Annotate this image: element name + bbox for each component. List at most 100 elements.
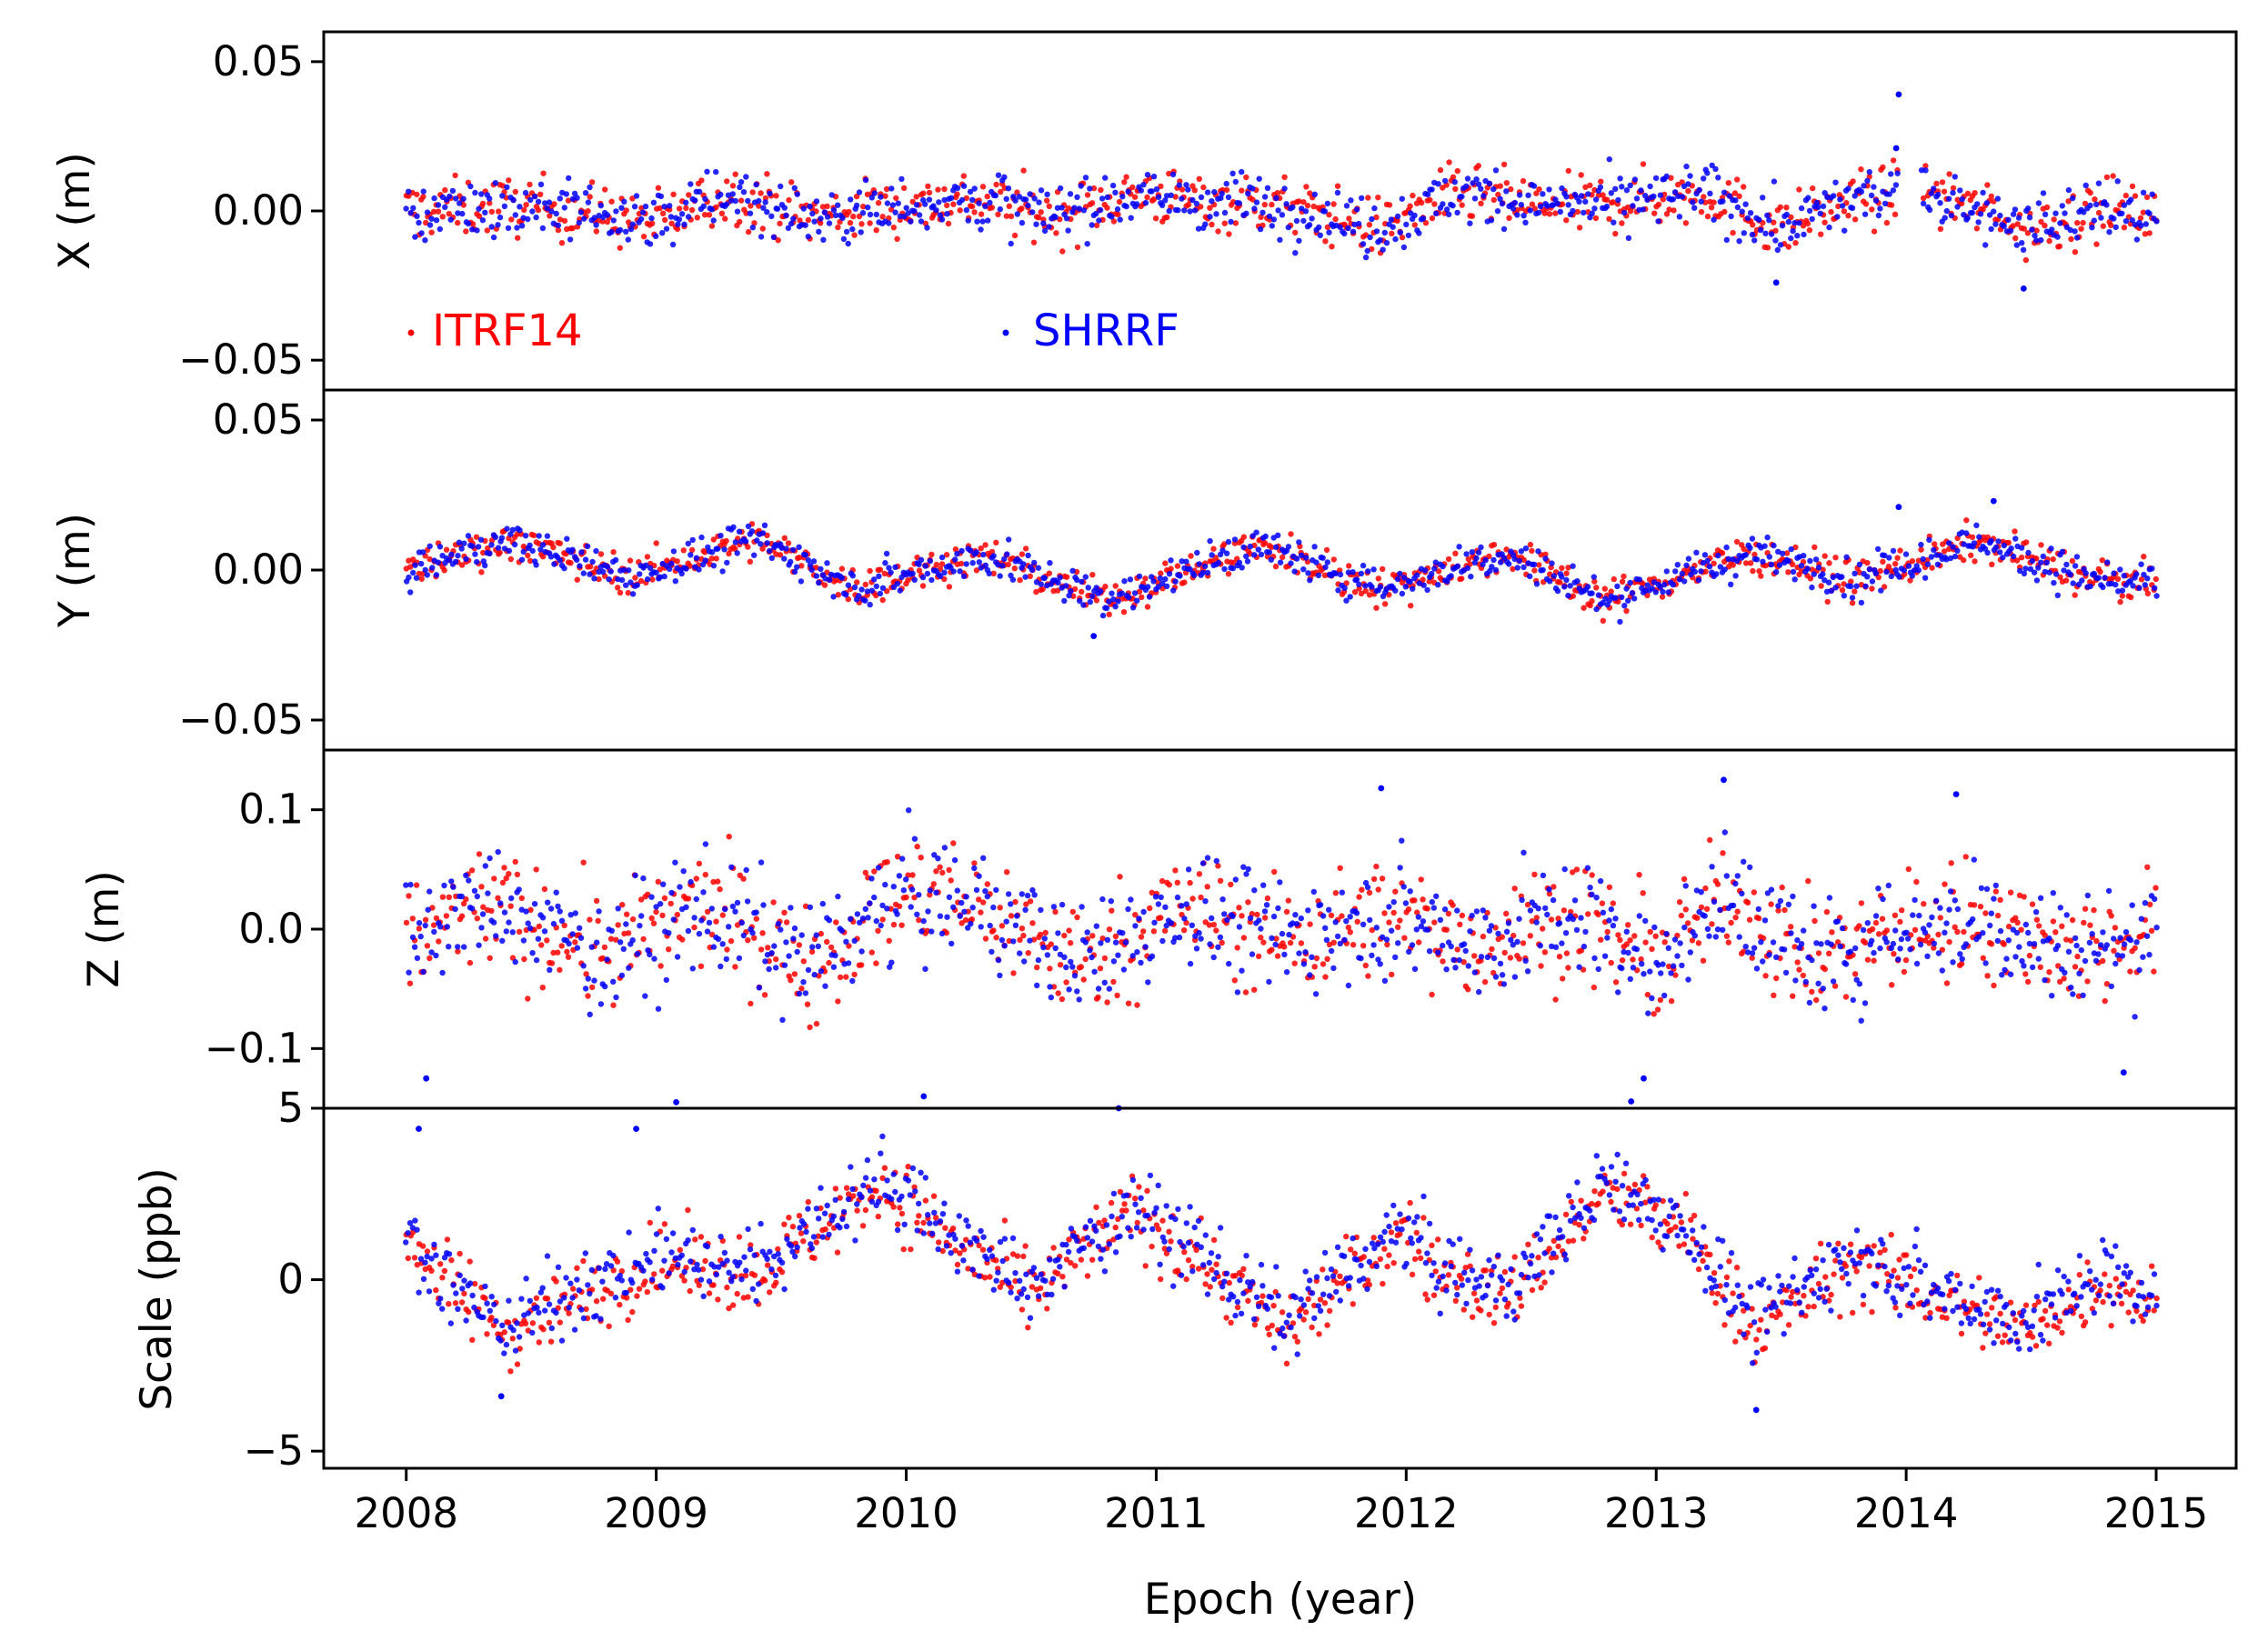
point-shrrf [2103, 942, 2110, 948]
point-shrrf [1957, 951, 1963, 957]
point-shrrf [1552, 944, 1560, 951]
point-shrrf [1253, 199, 1260, 205]
point-shrrf [1978, 885, 1985, 892]
point-itrf14 [1503, 180, 1510, 186]
point-itrf14 [1459, 575, 1465, 582]
point-shrrf [958, 547, 965, 555]
point-shrrf [2026, 215, 2033, 221]
point-shrrf [1959, 956, 1965, 963]
point-shrrf [878, 194, 884, 200]
point-shrrf [1239, 565, 1245, 571]
point-shrrf [1747, 210, 1754, 216]
point-shrrf [1003, 195, 1009, 202]
point-itrf14 [507, 903, 514, 909]
point-shrrf [2133, 236, 2141, 243]
point-itrf14 [886, 937, 892, 945]
point-shrrf [1059, 205, 1065, 211]
point-shrrf [1399, 590, 1406, 597]
point-shrrf [1373, 925, 1380, 931]
point-shrrf [564, 535, 570, 542]
point-itrf14 [1809, 988, 1815, 996]
point-itrf14 [1935, 931, 1942, 938]
point-shrrf [1125, 188, 1131, 195]
point-shrrf [407, 589, 414, 595]
point-shrrf [1858, 599, 1865, 606]
point-shrrf [1106, 986, 1113, 992]
point-itrf14 [1114, 992, 1120, 999]
point-shrrf [1431, 565, 1438, 572]
point-itrf14 [1711, 560, 1717, 566]
point-shrrf [924, 570, 931, 577]
point-shrrf [1181, 916, 1188, 922]
point-shrrf [1896, 574, 1902, 580]
point-shrrf [969, 905, 976, 911]
point-shrrf [1741, 230, 1748, 236]
point-itrf14 [728, 937, 735, 945]
point-itrf14 [1255, 953, 1262, 960]
point-shrrf [1406, 948, 1412, 956]
point-shrrf [1725, 555, 1732, 562]
point-shrrf [1098, 940, 1104, 946]
point-outlier [1895, 91, 1902, 98]
point-shrrf [785, 225, 792, 232]
point-shrrf [2140, 954, 2146, 960]
point-shrrf [1589, 590, 1595, 596]
point-itrf14 [572, 939, 578, 946]
point-shrrf [1815, 980, 1821, 987]
point-shrrf [587, 571, 593, 577]
point-shrrf [1198, 936, 1204, 942]
point-shrrf [1490, 955, 1498, 962]
point-itrf14 [1074, 914, 1080, 921]
point-itrf14 [1215, 863, 1221, 869]
point-itrf14 [1806, 227, 1813, 234]
point-shrrf [1670, 196, 1677, 203]
point-itrf14 [1381, 910, 1388, 916]
point-shrrf [1877, 205, 1883, 212]
point-shrrf [2067, 226, 2073, 234]
point-shrrf [539, 225, 547, 232]
point-shrrf [1275, 532, 1281, 538]
point-shrrf [1890, 940, 1897, 947]
point-shrrf [1747, 864, 1753, 871]
point-shrrf [1202, 221, 1209, 227]
point-shrrf [1074, 576, 1080, 584]
point-itrf14 [807, 1024, 813, 1031]
point-itrf14 [1419, 199, 1425, 206]
point-shrrf [1128, 896, 1134, 903]
point-shrrf [422, 922, 428, 929]
point-shrrf [1381, 977, 1389, 985]
point-itrf14 [433, 915, 440, 922]
point-itrf14 [1527, 541, 1534, 548]
point-itrf14 [1395, 924, 1401, 930]
point-itrf14 [1459, 202, 1465, 208]
point-shrrf [832, 952, 838, 959]
y-tick-label: 0.0 [238, 905, 304, 953]
point-shrrf [820, 236, 827, 243]
point-shrrf [2082, 957, 2089, 965]
point-shrrf [414, 213, 420, 219]
point-shrrf [1676, 214, 1683, 220]
point-shrrf [993, 886, 999, 894]
point-shrrf [1217, 934, 1224, 941]
point-itrf14 [1280, 554, 1286, 561]
point-shrrf [1679, 194, 1686, 200]
point-shrrf [1554, 587, 1561, 595]
point-itrf14 [2144, 864, 2151, 870]
point-shrrf [935, 856, 941, 862]
point-itrf14 [1703, 906, 1711, 912]
point-shrrf [725, 192, 732, 198]
point-shrrf [488, 224, 495, 230]
point-shrrf [569, 546, 576, 553]
point-shrrf [1882, 200, 1889, 207]
point-itrf14 [1014, 189, 1020, 195]
point-shrrf [715, 545, 721, 552]
point-itrf14 [1066, 927, 1072, 934]
point-shrrf [1236, 200, 1243, 206]
point-shrrf [1499, 200, 1506, 207]
point-shrrf [1670, 963, 1677, 969]
point-shrrf [1108, 898, 1115, 905]
point-shrrf [732, 539, 738, 545]
point-shrrf [1410, 585, 1416, 592]
point-shrrf [1744, 215, 1751, 222]
point-itrf14 [925, 183, 931, 190]
